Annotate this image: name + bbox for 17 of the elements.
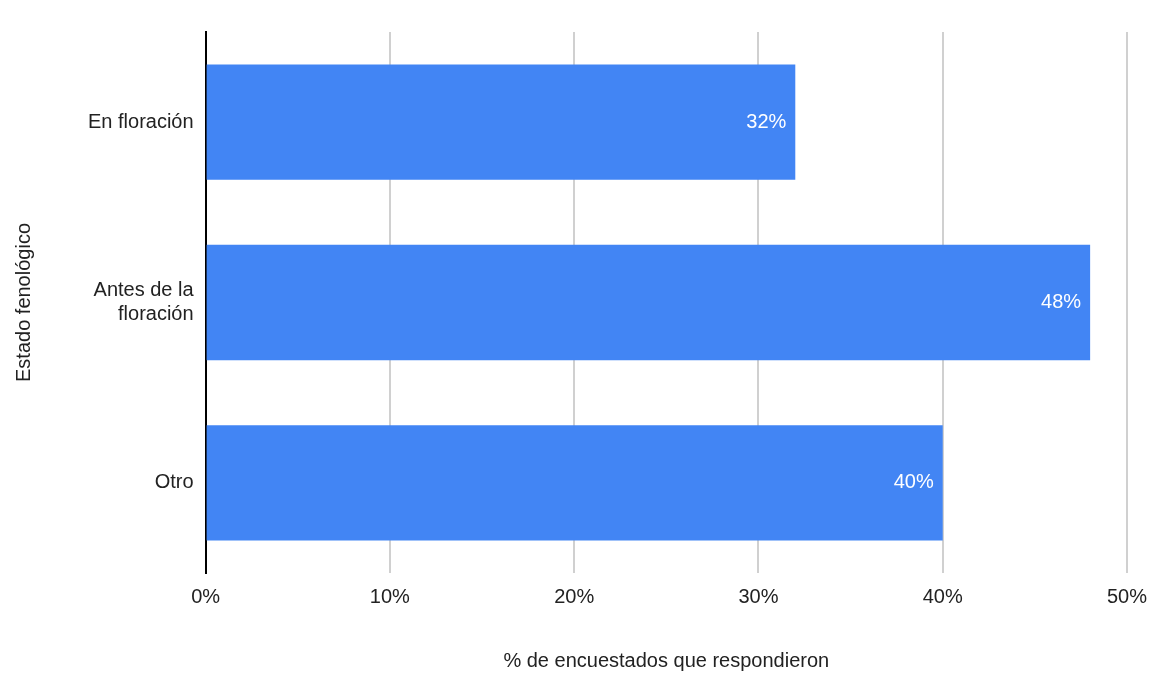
x-axis-title: % de encuestados que respondieron xyxy=(503,648,830,671)
bar xyxy=(206,425,943,541)
y-tick-label: En floración xyxy=(87,109,194,132)
x-tick-label: 40% xyxy=(922,584,963,607)
x-tick-label: 20% xyxy=(554,584,595,607)
data-label: 40% xyxy=(893,470,934,493)
bar xyxy=(206,244,1091,361)
x-tick-label: 30% xyxy=(738,584,779,607)
y-tick-label: Otro xyxy=(154,470,194,493)
x-tick-label: 10% xyxy=(369,584,411,607)
y-tick-label: Antes de la floración xyxy=(93,278,195,325)
data-label: 32% xyxy=(746,109,787,132)
bar xyxy=(206,64,796,180)
y-axis-title: Estado fenológico xyxy=(11,222,34,383)
data-label: 48% xyxy=(1041,290,1082,313)
x-tick-label: 50% xyxy=(1106,584,1148,607)
x-tick-label: 0% xyxy=(191,584,221,607)
